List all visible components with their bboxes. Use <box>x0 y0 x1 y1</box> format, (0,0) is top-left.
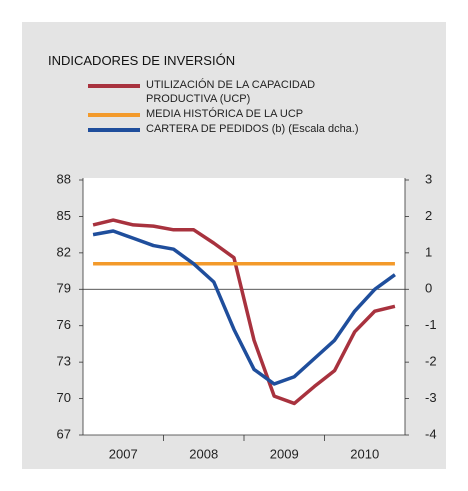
legend-swatch <box>88 113 140 117</box>
y-tick-label: 82 <box>57 244 71 259</box>
series-line <box>92 218 396 406</box>
x-tick-label: 2008 <box>189 446 218 461</box>
y2-tick-label: -4 <box>425 426 437 441</box>
plot-area <box>83 178 405 435</box>
legend-item: CARTERA DE PEDIDOS (b) (Escala dcha.) <box>88 122 359 136</box>
y2-tick-label: 2 <box>425 208 432 223</box>
y2-tick-label: 0 <box>425 281 432 296</box>
legend-label: MEDIA HISTÓRICA DE LA UCP <box>146 108 304 120</box>
x-tick-label: 2009 <box>270 446 299 461</box>
y-tick-label: 79 <box>57 281 71 296</box>
legend-swatch <box>88 84 140 88</box>
x-tick-label: 2007 <box>109 446 138 461</box>
legend-label: UTILIZACIÓN DE LA CAPACIDAD PRODUCTIVA (… <box>146 79 316 105</box>
y-tick-label: 85 <box>57 208 71 223</box>
y2-tick-label: -2 <box>425 354 437 369</box>
legend-swatch <box>88 128 140 132</box>
legend: UTILIZACIÓN DE LA CAPACIDAD PRODUCTIVA (… <box>88 78 359 137</box>
x-tick-label: 2010 <box>350 446 379 461</box>
series-line <box>92 229 396 386</box>
chart-title: INDICADORES DE INVERSIÓN <box>48 53 236 68</box>
y-tick-label: 76 <box>57 317 71 332</box>
legend-item: UTILIZACIÓN DE LA CAPACIDAD PRODUCTIVA (… <box>88 78 359 106</box>
legend-item: MEDIA HISTÓRICA DE LA UCP <box>88 107 359 121</box>
legend-label: CARTERA DE PEDIDOS (b) (Escala dcha.) <box>146 123 359 135</box>
y-tick-label: 70 <box>57 390 71 405</box>
y-tick-label: 73 <box>57 354 71 369</box>
y-tick-label: 88 <box>57 171 71 186</box>
y2-tick-label: -1 <box>425 317 437 332</box>
y2-tick-label: -3 <box>425 390 437 405</box>
y2-tick-label: 3 <box>425 171 432 186</box>
y-tick-label: 67 <box>57 426 71 441</box>
y2-tick-label: 1 <box>425 244 432 259</box>
